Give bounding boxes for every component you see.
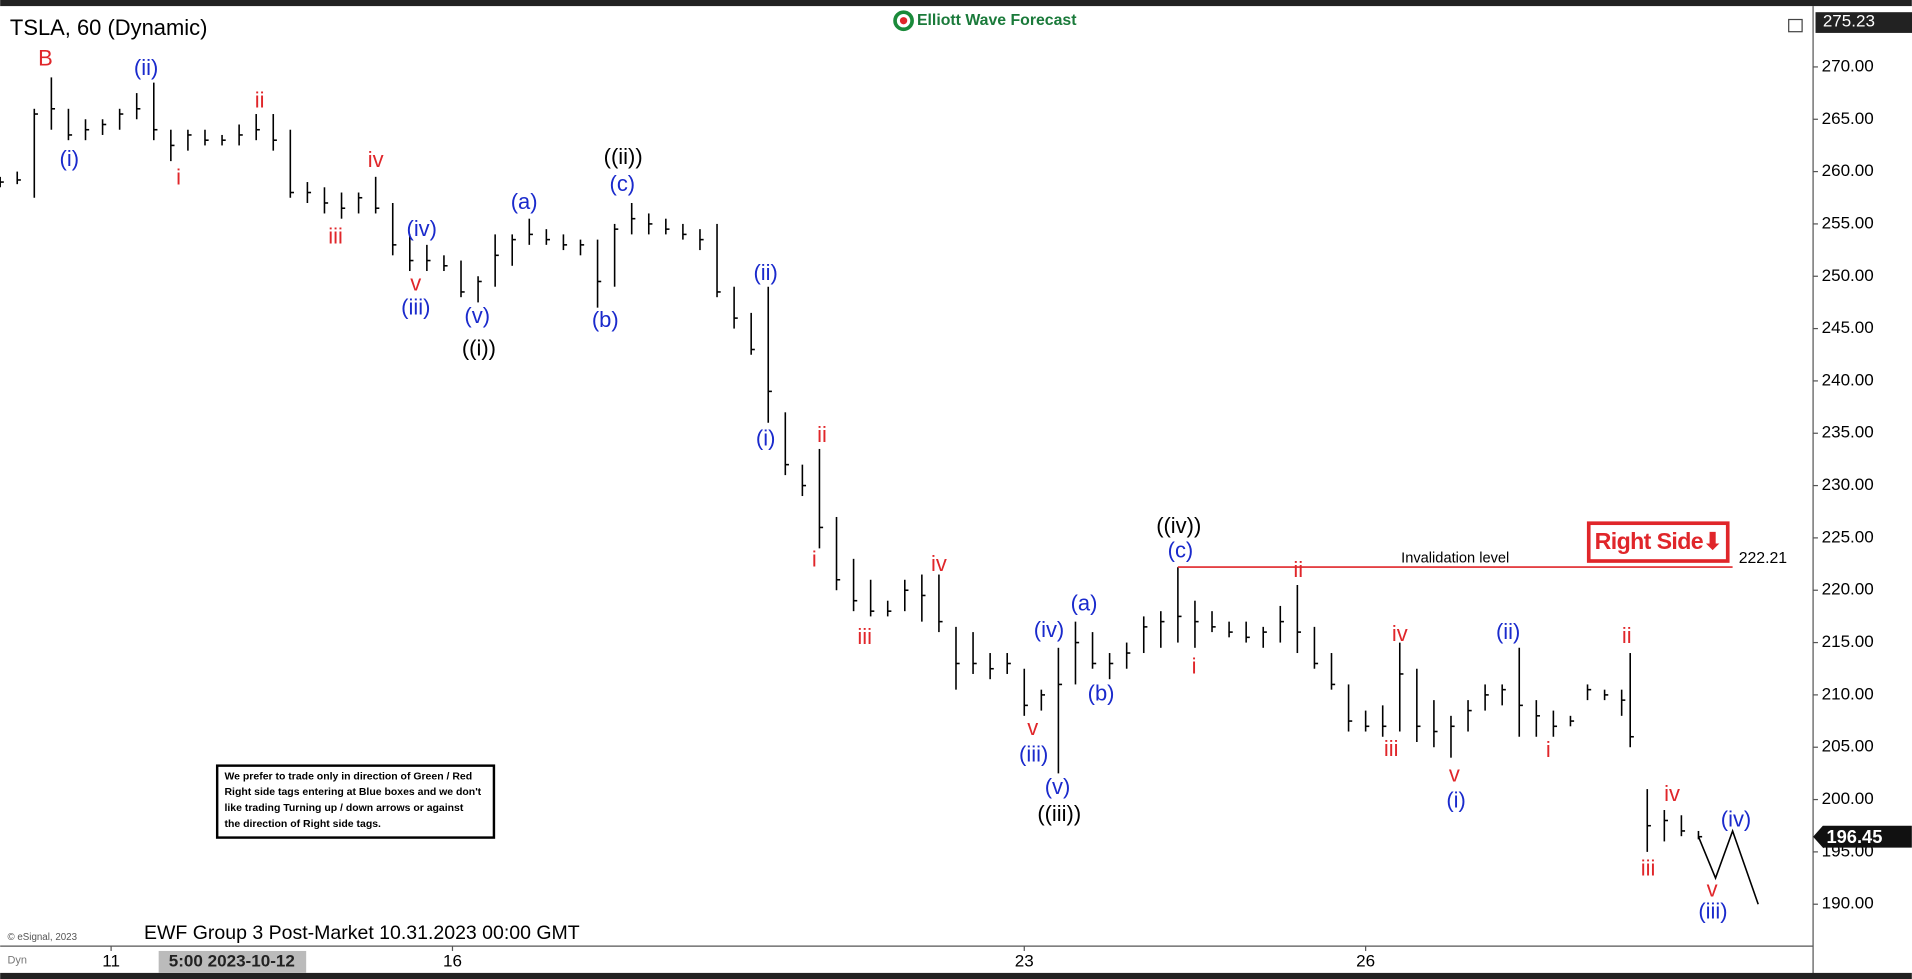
wave-label: i (812, 547, 817, 572)
wave-label: v (410, 270, 421, 295)
wave-label: (iii) (1698, 898, 1727, 923)
wave-label: iv (368, 147, 384, 172)
y-tick-label: 245.00 (1822, 318, 1874, 337)
y-tick-label: 255.00 (1822, 213, 1874, 232)
projection-line (1697, 828, 1759, 905)
wave-label: ii (255, 87, 265, 112)
disclaimer-line: We prefer to trade only in direction of … (224, 771, 472, 782)
wave-label: i (176, 165, 181, 190)
wave-label: (i) (1446, 787, 1466, 812)
wave-label: v (1449, 761, 1460, 786)
right-side-box (1586, 521, 1730, 563)
wave-label: ii (1622, 623, 1632, 648)
y-tick-label: 190.00 (1822, 894, 1874, 913)
y-tick-label: 240.00 (1822, 370, 1874, 389)
wave-label: (a) (1071, 591, 1098, 616)
wave-label: ((iii)) (1037, 801, 1081, 826)
wave-label: ((ii)) (604, 144, 643, 169)
bottom-frame (0, 972, 1912, 979)
wave-label: v (1707, 876, 1718, 901)
wave-label: (iv) (407, 216, 437, 241)
y-tick-label: 270.00 (1822, 56, 1874, 75)
wave-label: iii (1641, 855, 1656, 880)
wave-label: B (38, 45, 53, 70)
wave-label: (b) (1088, 681, 1115, 706)
wave-label: iv (1664, 781, 1680, 806)
wave-label: iv (1392, 621, 1408, 646)
y-tick-label: 210.00 (1822, 684, 1874, 703)
wave-label: (iii) (1019, 741, 1048, 766)
logo-icon (893, 10, 914, 32)
current-price-tag (1813, 825, 1912, 848)
y-tick-label: 230.00 (1822, 475, 1874, 494)
top-frame (0, 0, 1912, 7)
chart-title: TSLA, 60 (Dynamic) (10, 15, 208, 40)
x-tick-label: 11 (102, 951, 120, 970)
right-side-label: Right Side⬇ (1595, 528, 1722, 554)
wave-label: (iv) (1721, 806, 1751, 831)
y-tick-label: 265.00 (1822, 109, 1874, 128)
wave-label: (ii) (1496, 619, 1520, 644)
disclaimer-box: We prefer to trade only in direction of … (215, 764, 496, 839)
disclaimer-line: the direction of Right side tags. (224, 819, 381, 830)
price-bars (0, 77, 1703, 852)
wave-label: (b) (592, 307, 619, 332)
wave-label: (ii) (754, 260, 778, 285)
brand-name: Elliott Wave Forecast (917, 12, 1077, 29)
wave-label: (c) (1168, 537, 1194, 562)
y-tick-label: 260.00 (1822, 161, 1874, 180)
wave-label: ((iv)) (1156, 513, 1201, 538)
y-tick-label: 200.00 (1822, 789, 1874, 808)
x-tick-label: 23 (1015, 951, 1034, 970)
wave-label: i (1192, 653, 1197, 678)
window-icon (1788, 18, 1803, 33)
wave-label: ii (1293, 557, 1303, 582)
x-tick-label: 26 (1356, 951, 1375, 970)
y-tick-label: 215.00 (1822, 632, 1874, 651)
copyright: © eSignal, 2023 (7, 932, 77, 943)
y-tick-label: 250.00 (1822, 266, 1874, 285)
y-tick-label: 205.00 (1822, 737, 1874, 756)
cursor-time: 5:00 2023-10-12 (169, 951, 295, 970)
wave-label: i (1546, 737, 1551, 762)
wave-label: iii (857, 624, 872, 649)
wave-label: (a) (511, 189, 538, 214)
wave-label: (c) (610, 171, 636, 196)
top-price-label: 275.23 (1823, 11, 1875, 30)
wave-label: (v) (1045, 774, 1071, 799)
wave-label: (v) (464, 303, 490, 328)
y-tick-label: 225.00 (1822, 527, 1874, 546)
top-price-tag (1815, 12, 1912, 33)
wave-label: (i) (60, 146, 80, 171)
logo-dot (899, 17, 908, 25)
wave-label: v (1027, 715, 1038, 740)
footer-text: EWF Group 3 Post-Market 10.31.2023 00:00… (144, 922, 580, 944)
disclaimer-line: like trading Turning up / down arrows or… (224, 803, 463, 814)
wave-label: (ii) (134, 55, 158, 80)
y-tick-label: 220.00 (1822, 580, 1874, 599)
current-price-label: 196.45 (1826, 826, 1882, 847)
wave-label: ii (817, 422, 827, 447)
wave-label: ((i)) (462, 335, 496, 360)
invalidation-label: Invalidation level (1401, 550, 1509, 566)
invalidation-value: 222.21 (1739, 550, 1788, 567)
brand-logo: Elliott Wave Forecast (893, 10, 1077, 32)
cursor-time-box (158, 950, 307, 973)
wave-label: iii (328, 223, 343, 248)
wave-label: (iv) (1034, 617, 1064, 642)
disclaimer-line: Right side tags entering at Blue boxes a… (224, 787, 481, 798)
x-tick-label: 16 (443, 951, 462, 970)
wave-label: iv (931, 551, 947, 576)
wave-label: iii (1384, 736, 1399, 761)
y-tick-label: 235.00 (1822, 423, 1874, 442)
wave-label: (i) (756, 425, 776, 450)
wave-label: (iii) (401, 294, 430, 319)
disclaimer-frame (215, 764, 496, 839)
corner-label: Dyn (7, 955, 27, 967)
